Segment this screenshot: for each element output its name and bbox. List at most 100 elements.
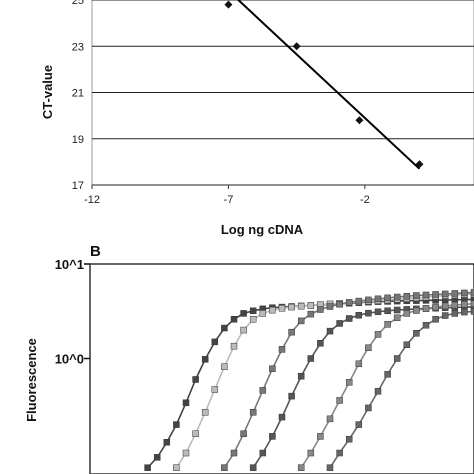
curve-point bbox=[230, 449, 238, 457]
amplification-curves-chart: B 10^1 10^0 Fluorescence bbox=[24, 243, 474, 474]
curve-point bbox=[153, 454, 161, 461]
y-axis-label-b: Fluorescence bbox=[24, 338, 39, 422]
curve-point bbox=[326, 415, 334, 423]
curve-point bbox=[173, 464, 180, 471]
curve-point bbox=[365, 404, 372, 412]
curve-point bbox=[230, 316, 238, 323]
curve-point bbox=[461, 308, 468, 316]
curve-point bbox=[413, 292, 420, 299]
y-tick-label-a: 23 bbox=[72, 41, 84, 53]
curve-point bbox=[297, 302, 305, 310]
curve-point bbox=[317, 306, 324, 313]
data-point bbox=[224, 0, 233, 9]
curve-point bbox=[432, 303, 439, 311]
curve-point bbox=[182, 449, 190, 457]
curve-point bbox=[393, 306, 401, 314]
curve-point bbox=[288, 328, 295, 336]
x-tick-label-a: -2 bbox=[360, 194, 370, 206]
y-tick-label-a: 19 bbox=[72, 134, 84, 146]
curve-point bbox=[470, 289, 474, 296]
curve-point bbox=[297, 372, 305, 380]
curve-point bbox=[326, 327, 334, 335]
amplification-curve bbox=[221, 289, 474, 471]
curve-point bbox=[413, 330, 420, 337]
curve-point bbox=[384, 321, 391, 328]
y-tick-label-b: 10^1 bbox=[55, 257, 84, 272]
curve-point bbox=[441, 290, 449, 298]
curve-point bbox=[422, 305, 430, 312]
curve-point bbox=[374, 331, 382, 338]
curve-point bbox=[441, 302, 449, 310]
amplification-curve bbox=[326, 308, 474, 471]
curve-point bbox=[336, 397, 343, 404]
curve-point bbox=[374, 295, 382, 303]
curve-point bbox=[211, 386, 219, 393]
curve-point bbox=[355, 360, 363, 368]
curve-point bbox=[230, 342, 238, 350]
curve-point bbox=[259, 387, 267, 394]
curve-line bbox=[329, 310, 474, 469]
curve-point bbox=[288, 303, 295, 311]
x-tick-label-a: -12 bbox=[84, 194, 100, 206]
panel-label-b: B bbox=[90, 243, 101, 260]
curve-point bbox=[269, 306, 276, 314]
curve-point bbox=[461, 301, 468, 308]
curve-point bbox=[240, 310, 247, 317]
curve-point bbox=[278, 413, 286, 421]
curve-point bbox=[422, 291, 430, 299]
curve-point bbox=[451, 301, 459, 309]
curve-point bbox=[249, 307, 257, 315]
curve-point bbox=[326, 303, 334, 310]
curve-point bbox=[259, 449, 267, 457]
curve-point bbox=[249, 409, 257, 416]
curve-point bbox=[451, 290, 459, 297]
curve-point bbox=[365, 344, 372, 351]
curve-point bbox=[365, 296, 372, 304]
curve-point bbox=[470, 308, 474, 315]
curve-point bbox=[317, 340, 324, 347]
curve-point bbox=[432, 316, 439, 323]
curve-point bbox=[249, 316, 257, 323]
curve-point bbox=[201, 409, 209, 416]
y-tick-label-a: 25 bbox=[72, 0, 84, 7]
curve-point bbox=[278, 346, 286, 353]
curve-point bbox=[192, 430, 199, 437]
curve-point bbox=[182, 399, 190, 407]
curve-point bbox=[441, 312, 449, 319]
curve-point bbox=[432, 291, 439, 298]
trendline bbox=[236, 0, 421, 170]
curve-point bbox=[365, 309, 372, 317]
curve-point bbox=[384, 294, 391, 302]
curve-point bbox=[355, 311, 363, 319]
curve-point bbox=[307, 449, 315, 457]
curve-point bbox=[307, 310, 315, 318]
data-point bbox=[292, 42, 301, 51]
curve-point bbox=[297, 464, 305, 471]
y-tick-label-a: 21 bbox=[72, 88, 84, 100]
curve-point bbox=[403, 310, 411, 317]
curve-point bbox=[374, 388, 382, 395]
x-tick-label-a: -7 bbox=[224, 194, 234, 206]
curve-point bbox=[345, 315, 353, 322]
curve-point bbox=[413, 307, 420, 314]
curve-point bbox=[403, 341, 411, 348]
curve-point bbox=[240, 326, 247, 334]
curve-point bbox=[393, 293, 401, 301]
standard-curve-chart: 17 19 21 23 25 -12 -7 -2 CT-value Log ng cDNA bbox=[40, 0, 474, 237]
curve-point bbox=[345, 435, 353, 443]
curve-point bbox=[317, 433, 324, 440]
curve-point bbox=[374, 308, 382, 316]
curve-point bbox=[336, 449, 343, 457]
curve-point bbox=[163, 439, 171, 446]
amplification-curve bbox=[297, 300, 474, 471]
curve-point bbox=[345, 299, 353, 306]
curve-point bbox=[144, 464, 151, 471]
curve-point bbox=[221, 363, 228, 370]
curve-point bbox=[221, 324, 228, 332]
curve-point bbox=[307, 302, 315, 309]
curve-point bbox=[307, 355, 315, 362]
curve-point bbox=[192, 376, 199, 383]
y-tick-label-b: 10^0 bbox=[55, 352, 84, 367]
curve-point bbox=[403, 292, 411, 300]
